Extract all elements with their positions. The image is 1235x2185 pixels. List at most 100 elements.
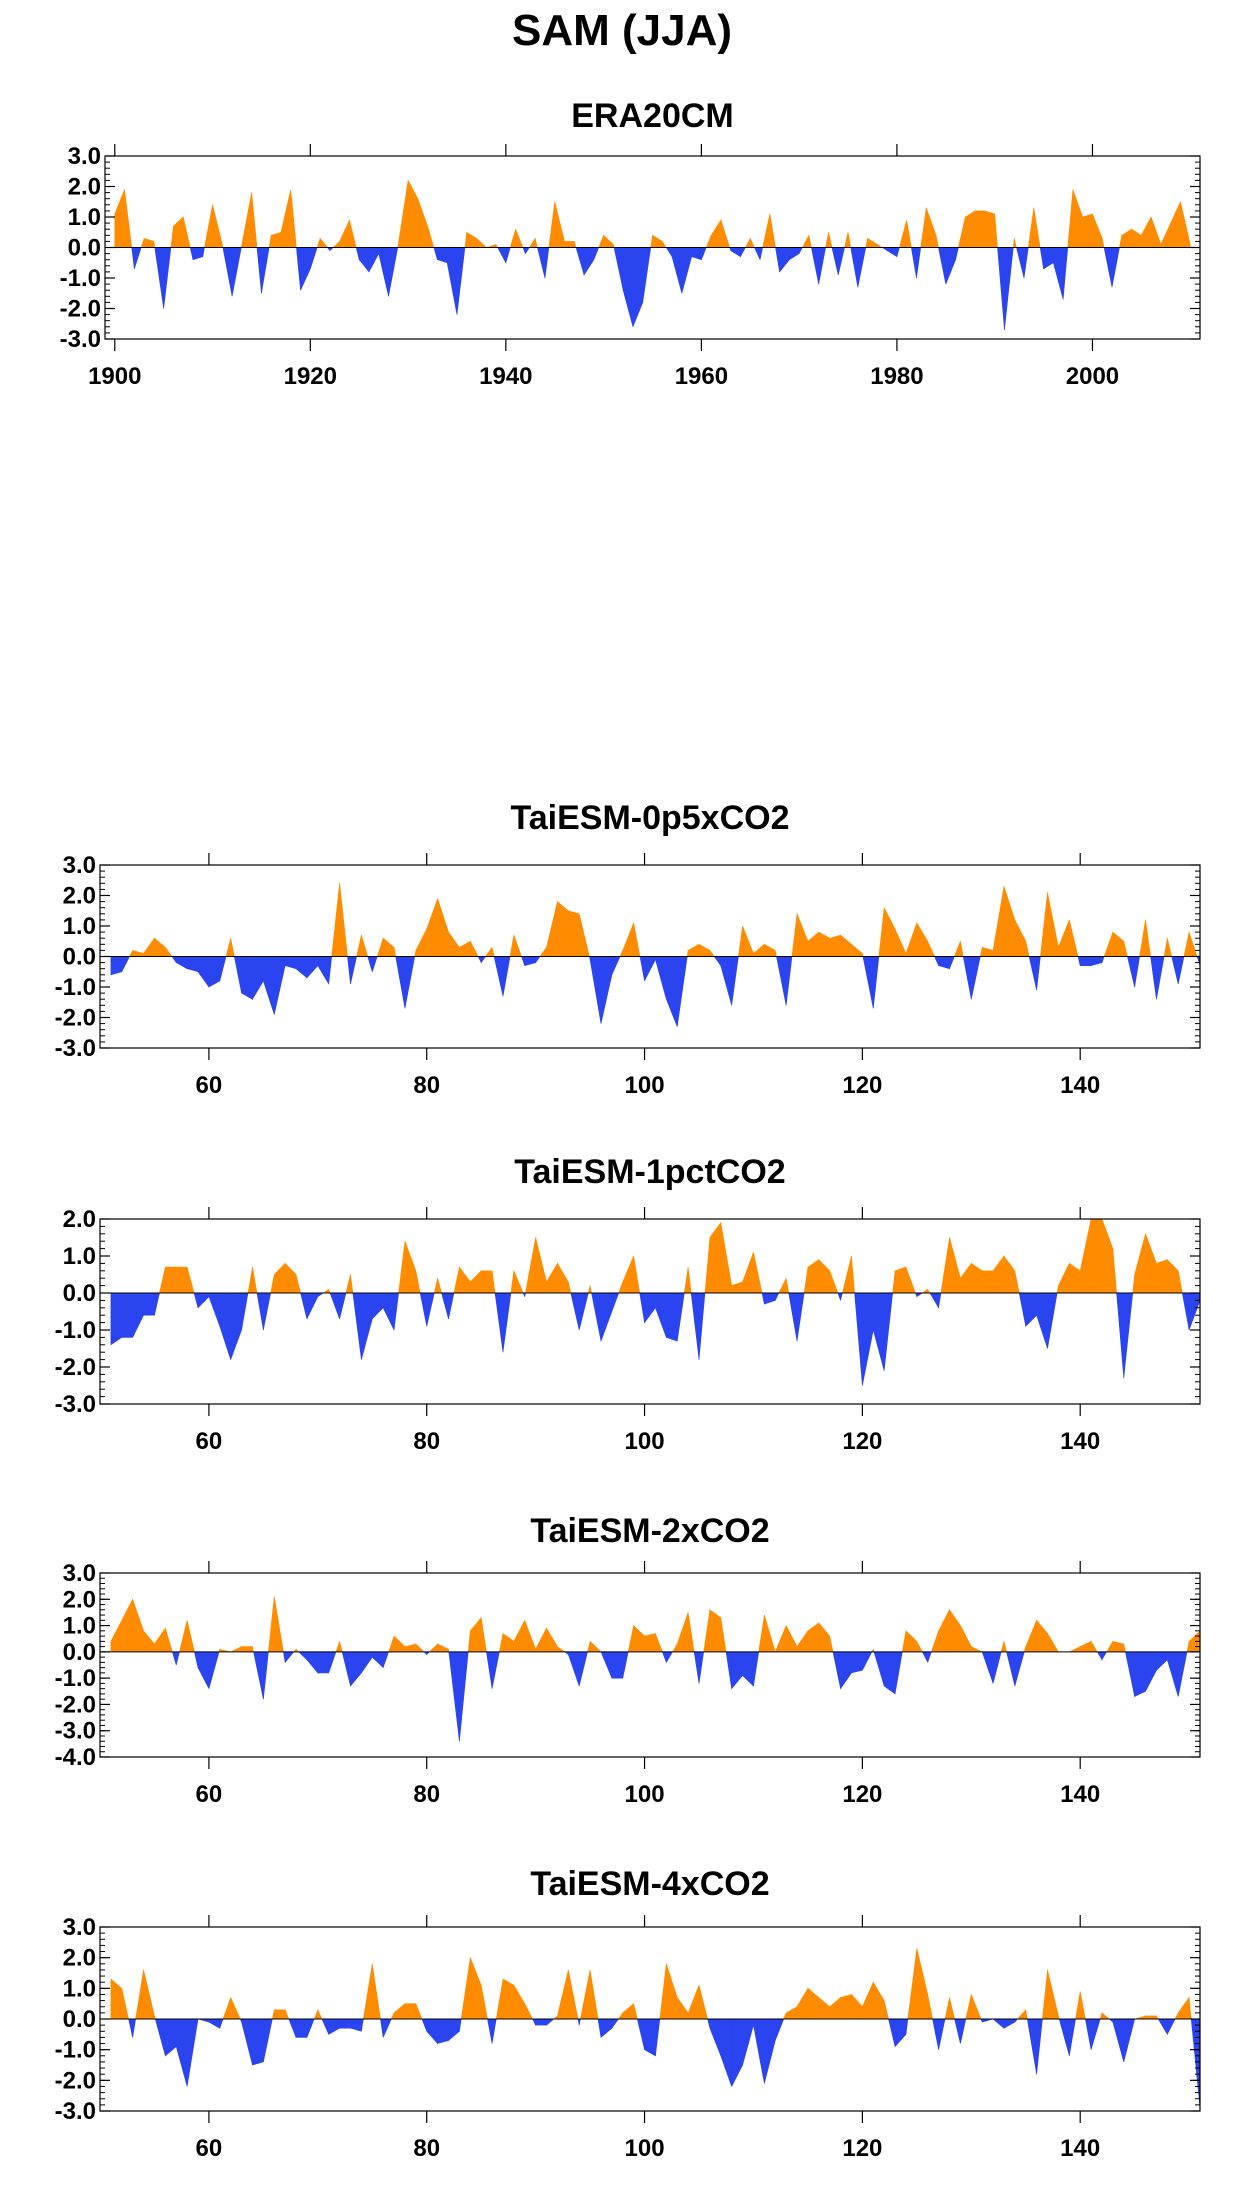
y-tick-label: -1.0 bbox=[55, 974, 96, 1001]
negative-area bbox=[691, 247, 702, 261]
positive-area bbox=[568, 910, 580, 957]
negative-area bbox=[480, 956, 487, 964]
negative-area bbox=[850, 247, 859, 288]
negative-area bbox=[789, 247, 800, 261]
y-tick-label: 1.0 bbox=[68, 204, 101, 231]
negative-area bbox=[448, 1651, 460, 1742]
negative-area bbox=[731, 2018, 743, 2087]
negative-area bbox=[535, 956, 541, 964]
positive-area bbox=[316, 238, 321, 248]
positive-area bbox=[525, 1237, 536, 1294]
positive-area bbox=[1112, 1248, 1117, 1294]
positive-area bbox=[921, 1288, 929, 1294]
positive-area bbox=[273, 2009, 286, 2020]
negative-area bbox=[698, 1292, 706, 1360]
negative-area bbox=[419, 1292, 428, 1327]
positive-area bbox=[154, 937, 166, 957]
negative-area bbox=[570, 1292, 580, 1331]
positive-area bbox=[433, 1278, 438, 1294]
positive-area bbox=[580, 1969, 591, 2020]
negative-area bbox=[837, 247, 845, 276]
negative-area bbox=[1096, 1651, 1103, 1661]
positive-area bbox=[110, 1620, 123, 1653]
negative-area bbox=[388, 247, 399, 297]
y-tick-label: 0.0 bbox=[63, 2006, 96, 2033]
positive-area bbox=[828, 232, 833, 248]
positive-area bbox=[807, 1259, 820, 1294]
negative-area bbox=[622, 247, 634, 327]
negative-area bbox=[382, 2018, 392, 2038]
negative-area bbox=[701, 247, 707, 260]
positive-area bbox=[749, 238, 755, 248]
x-tick-label: 120 bbox=[842, 1781, 882, 1808]
negative-area bbox=[613, 247, 624, 291]
negative-area bbox=[1171, 956, 1179, 985]
positive-area bbox=[1013, 238, 1017, 248]
positive-area bbox=[568, 1969, 579, 2020]
negative-area bbox=[524, 1292, 526, 1297]
positive-area bbox=[546, 1262, 558, 1294]
positive-area bbox=[938, 1609, 950, 1653]
negative-area bbox=[578, 1292, 589, 1331]
positive-area bbox=[1134, 1233, 1146, 1294]
negative-area bbox=[644, 956, 656, 982]
positive-area bbox=[927, 1288, 931, 1294]
positive-area bbox=[965, 1994, 972, 2020]
positive-area bbox=[949, 1608, 961, 1653]
positive-area bbox=[332, 240, 340, 248]
positive-area bbox=[703, 1609, 711, 1653]
y-tick-label: -3.0 bbox=[55, 1718, 96, 1745]
positive-area bbox=[502, 1978, 515, 2020]
positive-area bbox=[284, 1262, 297, 1294]
x-tick-label: 100 bbox=[625, 1781, 665, 1808]
negative-area bbox=[502, 1292, 512, 1353]
negative-area bbox=[583, 247, 595, 276]
y-tick-label: -3.0 bbox=[55, 2098, 96, 2125]
positive-area bbox=[598, 235, 604, 248]
negative-area bbox=[197, 1651, 210, 1689]
positive-area bbox=[970, 1646, 983, 1653]
positive-area bbox=[1101, 1218, 1114, 1294]
positive-area bbox=[965, 210, 976, 248]
negative-area bbox=[230, 1292, 242, 1360]
positive-area bbox=[818, 1258, 831, 1294]
positive-area bbox=[404, 1643, 417, 1653]
negative-area bbox=[350, 956, 357, 985]
negative-area bbox=[134, 247, 142, 269]
positive-area bbox=[165, 1628, 173, 1653]
negative-area bbox=[666, 1651, 674, 1664]
positive-area bbox=[1072, 189, 1083, 248]
positive-area bbox=[480, 1270, 493, 1294]
positive-area bbox=[1106, 1640, 1114, 1653]
negative-area bbox=[284, 956, 297, 970]
positive-area bbox=[992, 886, 1005, 957]
positive-area bbox=[644, 1633, 656, 1653]
y-tick-label: -3.0 bbox=[55, 1391, 96, 1418]
positive-area bbox=[1079, 1991, 1086, 2020]
negative-area bbox=[241, 956, 253, 1000]
y-tick-label: 0.0 bbox=[63, 944, 96, 971]
negative-area bbox=[831, 247, 839, 276]
positive-area bbox=[1101, 2012, 1111, 2020]
positive-area bbox=[513, 935, 522, 957]
positive-area bbox=[121, 1988, 129, 2020]
negative-area bbox=[380, 2018, 384, 2038]
positive-area bbox=[273, 1596, 284, 1653]
panel-title: TaiESM-4xCO2 bbox=[530, 1865, 769, 1903]
positive-area bbox=[186, 1620, 195, 1653]
negative-area bbox=[448, 1292, 455, 1319]
positive-area bbox=[415, 1270, 421, 1294]
positive-area bbox=[720, 1222, 732, 1294]
positive-area bbox=[622, 1255, 634, 1294]
negative-area bbox=[537, 247, 546, 279]
x-tick-label: 140 bbox=[1060, 2135, 1100, 2162]
negative-area bbox=[522, 247, 526, 254]
negative-area bbox=[753, 2018, 765, 2084]
positive-area bbox=[627, 1625, 634, 1653]
y-tick-label: 2.0 bbox=[63, 1586, 96, 1613]
positive-area bbox=[371, 1963, 381, 2020]
positive-area bbox=[339, 1641, 343, 1653]
negative-area bbox=[740, 247, 746, 257]
negative-area bbox=[317, 956, 330, 986]
positive-area bbox=[1174, 2012, 1179, 2020]
